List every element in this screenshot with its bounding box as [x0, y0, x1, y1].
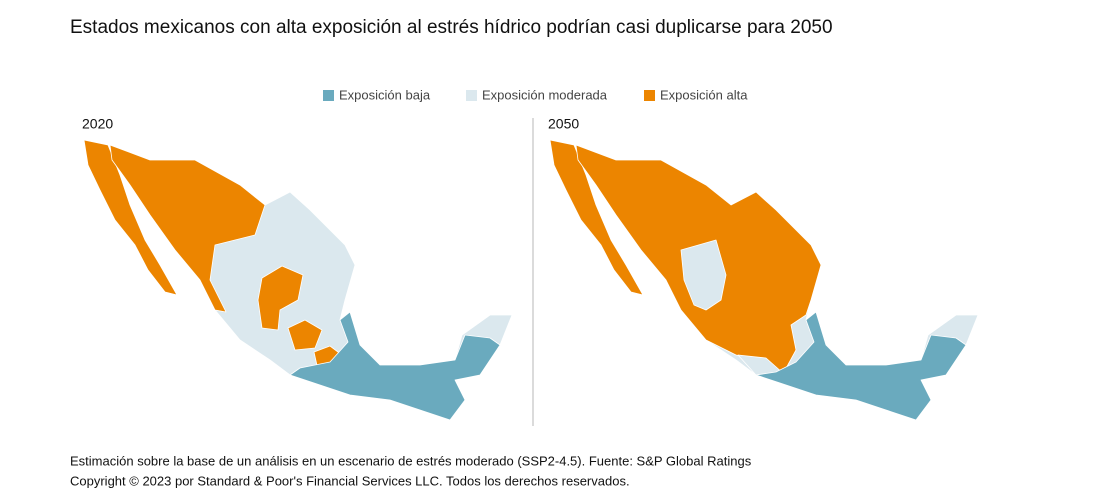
map-region: [257, 265, 304, 331]
map-region: [287, 319, 323, 351]
legend: Exposición baja Exposición moderada Expo…: [323, 87, 748, 102]
footnote: Copyright © 2023 por Standard & Poor's F…: [70, 473, 630, 488]
map-region: [83, 139, 178, 296]
footnote: Estimación sobre la base de un análisis …: [70, 453, 752, 468]
map-2050: [549, 139, 979, 421]
map-region: [680, 239, 727, 311]
legend-swatch: [323, 90, 334, 101]
map-region: [755, 311, 967, 421]
map-region: [109, 144, 266, 313]
legend-swatch: [466, 90, 477, 101]
map-2020: [83, 139, 513, 421]
map-region: [289, 311, 501, 421]
title: Estados mexicanos con alta exposición al…: [70, 17, 833, 38]
map-region: [549, 139, 644, 296]
panel-label: 2020: [82, 116, 113, 132]
legend-label: Exposición baja: [339, 87, 431, 102]
legend-label: Exposición alta: [660, 87, 748, 102]
legend-label: Exposición moderada: [482, 87, 608, 102]
legend-swatch: [644, 90, 655, 101]
panel-label: 2050: [548, 116, 579, 132]
